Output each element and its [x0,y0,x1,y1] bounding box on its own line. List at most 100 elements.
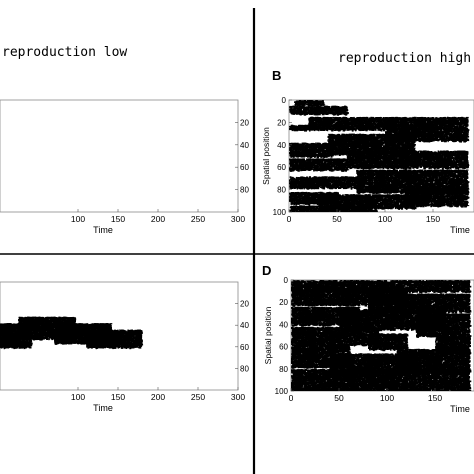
occupied-site-mark [339,112,343,114]
occupied-site-mark [331,106,334,110]
occupied-site-mark [345,111,348,114]
occupied-site-mark [301,125,304,128]
panel-letter-d: D [262,263,271,278]
occupied-site-mark [316,106,318,109]
occupied-site-mark [294,127,297,130]
occupied-site-mark [301,112,303,115]
occupied-site-mark [302,112,305,115]
occupied-site-mark [466,136,470,138]
occupied-site-mark [321,111,324,114]
occupied-site-mark [447,128,449,131]
occupied-site-mark [449,128,453,132]
occupied-site-mark [392,123,394,125]
occupied-site-mark [319,106,323,108]
occupied-site-mark [327,113,329,115]
occupied-site-mark [315,111,318,114]
occupied-site-mark [315,109,318,112]
occupied-site-mark [336,126,338,129]
x-tick-label: 250 [191,214,205,224]
occupied-site-mark [323,122,326,125]
occupied-site-mark [298,128,300,131]
occupied-site-mark [314,123,318,126]
occupied-site-mark [453,138,456,141]
occupied-site-mark [296,126,299,130]
occupied-site-mark [313,101,315,103]
occupied-site-mark [301,129,303,131]
occupied-site-mark [312,107,315,110]
occupied-site-mark [293,128,295,130]
occupied-site-mark [319,110,322,113]
occupied-site-mark [453,129,456,131]
occupied-site-mark [432,138,435,142]
occupied-site-mark [317,117,319,120]
occupied-site-mark [300,112,303,114]
occupied-site-mark [430,117,433,120]
occupied-site-mark [410,127,413,129]
occupied-site-mark [352,120,355,123]
occupied-site-mark [442,119,445,122]
occupied-site-mark [391,129,393,131]
occupied-site-mark [418,119,420,122]
plot-frame [0,99,239,213]
occupied-site-mark [384,119,386,121]
x-tick-label: 150 [111,214,125,224]
occupied-site-mark [371,126,375,129]
occupied-site-mark [335,109,338,112]
occupied-site-mark [311,111,314,114]
occupied-site-mark [344,121,347,125]
occupied-site-mark [316,106,319,108]
occupied-site-mark [295,112,299,115]
occupied-site-mark [325,109,328,111]
occupied-site-mark [302,111,305,114]
occupied-site-mark [386,127,390,129]
occupied-site-mark [407,129,410,132]
occupied-site-mark [299,113,302,116]
occupied-site-mark [382,128,384,130]
occupied-site-mark [357,117,360,119]
occupied-site-mark [304,111,307,115]
occupied-site-mark [442,130,444,134]
occupied-site-mark [316,124,320,126]
occupied-site-mark [391,124,394,127]
occupied-site-mark [427,132,430,134]
occupied-site-mark [369,125,372,127]
occupied-site-mark [291,112,294,115]
occupied-site-mark [314,127,316,129]
occupied-site-mark [320,126,323,128]
occupied-site-mark [434,122,437,125]
occupied-site-mark [433,132,436,135]
occupied-site-mark [296,102,299,104]
occupied-site-mark [427,130,430,132]
occupied-site-mark [313,103,316,106]
occupied-site-mark [294,101,296,103]
occupied-site-mark [305,104,308,106]
occupied-site-mark [339,122,343,125]
occupied-site-mark [426,119,429,123]
occupied-site-mark [415,118,418,120]
occupied-site-mark [343,111,347,114]
occupied-site-mark [295,129,299,132]
occupied-site-mark [382,123,384,126]
occupied-site-mark [441,138,445,141]
occupied-site-mark [331,105,334,107]
occupied-site-mark [414,118,416,120]
occupied-site-mark [394,117,397,120]
occupied-site-mark [301,126,303,129]
occupied-site-mark [328,106,331,109]
occupied-site-mark [367,118,370,121]
occupied-site-mark [445,132,449,135]
occupied-site-mark [333,127,336,130]
occupied-site-mark [458,135,461,137]
occupied-site-mark [460,139,462,141]
occupied-site-mark [396,120,399,124]
occupied-site-mark [420,126,423,128]
occupied-site-mark [318,109,321,113]
occupied-site-mark [308,122,310,126]
occupied-site-mark [419,117,422,119]
occupied-site-mark [316,107,318,110]
occupied-site-mark [374,117,377,119]
occupied-site-mark [437,138,440,142]
occupied-site-mark [325,113,328,115]
occupied-site-mark [398,121,402,123]
occupied-site-mark [315,113,319,116]
